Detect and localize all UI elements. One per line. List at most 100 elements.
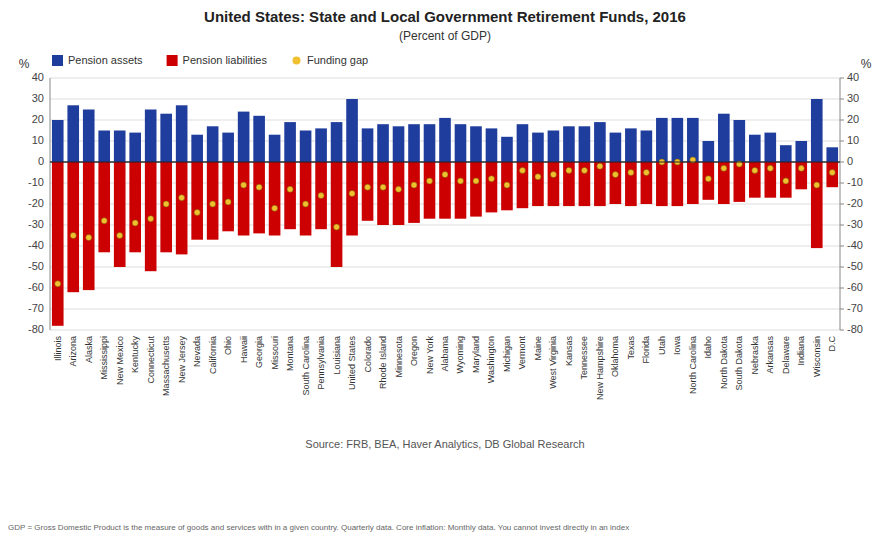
y-axis-line (50, 78, 51, 330)
y-axis-label: % (19, 57, 30, 71)
x-tick-label: Maryland (471, 336, 481, 373)
x-tick-label: Washington (486, 336, 496, 383)
dot (411, 182, 417, 188)
bar (67, 105, 79, 162)
x-tick-label: Tennessee (579, 336, 589, 380)
bar (300, 131, 312, 163)
y2-tick (840, 246, 844, 247)
x-tick-label: Illinois (53, 336, 63, 362)
bar (238, 112, 250, 162)
x-tick-label: New York (425, 336, 435, 375)
y2-tick (840, 120, 844, 121)
legend: Pension assetsPension liabilitiesFunding… (52, 54, 368, 66)
dot (612, 172, 618, 178)
y2-tick (840, 141, 844, 142)
bar (455, 162, 467, 219)
dot (442, 172, 448, 178)
x-tick-label: Arkansas (765, 336, 775, 374)
bar (749, 135, 761, 162)
bar (114, 162, 126, 267)
y2-tick-label: 40 (847, 71, 859, 83)
legend-swatch (167, 55, 178, 66)
bar (501, 137, 513, 162)
y2-tick-label: -80 (847, 323, 863, 335)
x-tick-label: Ohio (223, 336, 233, 355)
dot (101, 218, 107, 224)
x-tick-label: Massachusetts (161, 336, 171, 397)
y-tick-label: 30 (32, 92, 44, 104)
y2-tick-label: 30 (847, 92, 859, 104)
y-tick-label: -30 (28, 218, 44, 230)
x-tick-label: Hawaii (239, 336, 249, 363)
grid-line (50, 162, 840, 163)
bar (532, 162, 544, 206)
x-tick-label: Georgia (254, 336, 264, 368)
x-tick-label: Nevada (192, 336, 202, 367)
y2-tick (840, 288, 844, 289)
y2-tick-label: -40 (847, 239, 863, 251)
bar (393, 126, 405, 162)
marks (52, 99, 838, 326)
dot (628, 170, 634, 176)
bar (718, 162, 730, 204)
grid-line (50, 99, 840, 100)
y2-axis-line (840, 78, 841, 330)
bar (734, 120, 746, 162)
bar (486, 128, 498, 162)
x-tick-label: Vermont (517, 336, 527, 370)
bar (377, 162, 389, 225)
dot (210, 201, 216, 207)
bar (687, 118, 699, 162)
x-tick-label: Pennsylvania (316, 336, 326, 390)
x-tick-label: West Virginia (548, 336, 558, 389)
bar (672, 118, 684, 162)
bar (532, 133, 544, 162)
bar (408, 124, 420, 162)
y-tick-label: -70 (28, 302, 44, 314)
x-tick-label: Oklahoma (610, 336, 620, 377)
dot (241, 182, 247, 188)
bar (517, 124, 529, 162)
subtitle: (Percent of GDP) (399, 29, 491, 43)
bar (331, 122, 343, 162)
x-tick-label: Michigan (502, 336, 512, 372)
x-tick-label: Alaska (84, 336, 94, 363)
dot (566, 167, 572, 173)
chart: United States: State and Local Governmen… (0, 0, 890, 542)
y-tick-label: -50 (28, 260, 44, 272)
dot (287, 186, 293, 192)
dot (798, 165, 804, 171)
bar (160, 162, 172, 252)
bar (579, 162, 591, 206)
footnote: GDP = Gross Domestic Product is the meas… (8, 523, 629, 532)
x-tick-label: South Dakota (734, 336, 744, 391)
x-tick-label: United States (347, 336, 357, 391)
bar (795, 141, 807, 162)
bar (811, 162, 823, 248)
zero-line (50, 162, 840, 163)
y2-tick-label: 0 (847, 155, 853, 167)
dot (256, 184, 262, 190)
bar (98, 131, 110, 163)
bar (486, 162, 498, 212)
y2-tick-label: -70 (847, 302, 863, 314)
bar (455, 124, 467, 162)
x-tick-label: D.C (827, 336, 837, 352)
bar (517, 162, 529, 208)
x-tick-label: Kansas (564, 336, 574, 367)
dot (86, 235, 92, 241)
x-tick-label: Idaho (703, 336, 713, 359)
dot (427, 178, 433, 184)
dot (225, 199, 231, 205)
x-tick-label: Nebraska (750, 336, 760, 375)
bar (393, 162, 405, 225)
bar (191, 135, 203, 162)
bar (625, 128, 637, 162)
dot (705, 176, 711, 182)
y2-tick-label: -60 (847, 281, 863, 293)
dot (504, 182, 510, 188)
y2-tick-label: -30 (847, 218, 863, 230)
x-tick-label: Wyoming (455, 336, 465, 373)
dot (814, 182, 820, 188)
y2-tick (840, 267, 844, 268)
